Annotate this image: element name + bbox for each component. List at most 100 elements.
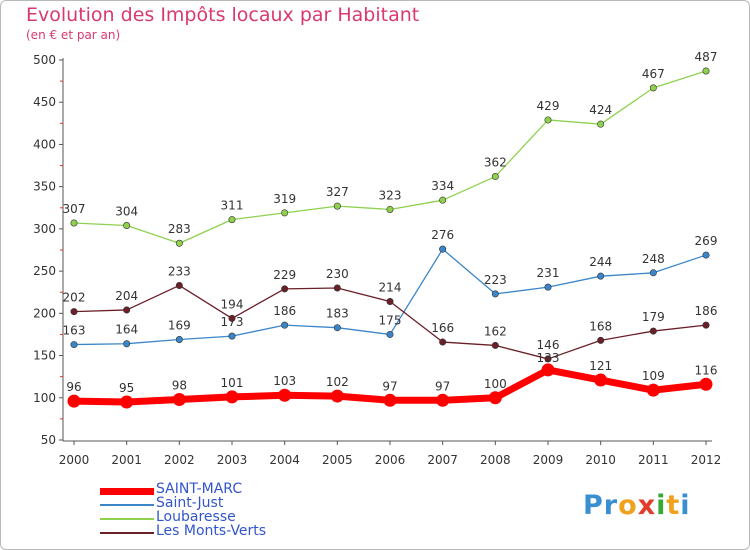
data-point [228,216,236,224]
data-label: 100 [484,377,507,391]
data-label: 231 [537,266,560,280]
data-label: 121 [589,359,612,373]
data-label: 327 [326,185,349,199]
data-point [120,395,134,409]
data-point [70,219,78,227]
legend-label: Saint-Just [156,495,224,511]
data-point [175,336,183,344]
data-point [386,330,394,338]
data-label: 319 [273,192,296,206]
data-label: 103 [273,374,296,388]
data-label: 230 [326,267,349,281]
data-label: 163 [63,324,86,338]
data-label: 95 [119,381,134,395]
data-point [436,393,450,407]
data-label: 487 [695,50,718,64]
data-label: 307 [63,202,86,216]
legend-label: SAINT-MARC [156,481,243,497]
data-point [333,284,341,292]
data-label: 276 [431,228,454,242]
data-point [123,306,131,314]
x-tick-label: 2001 [111,453,142,467]
data-point [330,389,344,403]
data-label: 334 [431,179,454,193]
data-point [439,196,447,204]
data-point [172,392,186,406]
data-point [225,390,239,404]
data-point [702,251,710,259]
data-point [386,298,394,306]
data-point [281,209,289,217]
data-point [228,314,236,322]
x-tick-label: 2011 [638,453,669,467]
logo-letter: t [666,490,681,521]
x-tick-label: 2000 [59,453,90,467]
data-label: 179 [642,310,665,324]
chart-title: Evolution des Impôts locaux par Habitant [26,4,420,26]
x-tick-label: 2004 [269,453,300,467]
data-label: 304 [115,205,138,219]
line-chart: 50 100 150 200 250 300 350 400 450 500 2000 2001 200… [33,50,722,467]
legend-swatch [100,504,154,506]
legend-swatch [100,518,154,520]
y-tick-label: 300 [33,222,56,236]
data-point [333,324,341,332]
data-point [491,341,499,349]
data-label: 97 [382,379,397,393]
data-label: 146 [537,338,560,352]
data-label: 362 [484,156,507,170]
data-point [175,239,183,247]
data-point [123,222,131,230]
data-label: 98 [172,378,187,392]
data-label: 248 [642,252,665,266]
y-tick-label: 250 [33,264,56,278]
data-label: 283 [168,222,191,236]
chart-subtitle: (en € et par an) [26,28,121,42]
data-point [70,341,78,349]
data-point [386,205,394,213]
data-label: 96 [66,380,81,394]
legend-swatch [100,532,154,534]
data-label: 424 [589,103,612,117]
data-label: 168 [589,319,612,333]
data-point [281,285,289,293]
data-label: 194 [221,297,244,311]
logo-letter: r [603,490,619,521]
data-point [175,281,183,289]
data-point [699,377,713,391]
data-point [702,321,710,329]
data-point [491,290,499,298]
data-point [646,383,660,397]
x-tick-label: 2007 [427,453,458,467]
data-point [702,67,710,75]
data-point [439,338,447,346]
data-point [281,321,289,329]
data-label: 311 [221,199,244,213]
data-point [541,363,555,377]
legend-label: Les Monts-Verts [156,523,267,539]
logo-letter: P [583,490,604,521]
data-point [278,388,292,402]
logo-letter: i [680,490,691,521]
data-label: 166 [431,321,454,335]
data-label: 183 [326,307,349,321]
data-label: 229 [273,268,296,282]
data-label: 116 [695,363,718,377]
x-tick-label: 2005 [322,453,353,467]
x-tick-label: 2012 [691,453,722,467]
data-label: 102 [326,375,349,389]
x-tick-label: 2006 [375,453,406,467]
data-point [649,269,657,277]
data-point [439,245,447,253]
data-point [597,120,605,128]
data-label: 202 [63,291,86,305]
data-label: 204 [115,289,138,303]
data-label: 164 [115,323,138,337]
logo-letter: x [637,490,657,521]
x-tick-label: 2010 [585,453,616,467]
x-tick-label: 2002 [164,453,195,467]
data-label: 162 [484,324,507,338]
legend-label: Loubaresse [156,509,236,525]
data-label: 467 [642,67,665,81]
data-label: 269 [695,234,718,248]
